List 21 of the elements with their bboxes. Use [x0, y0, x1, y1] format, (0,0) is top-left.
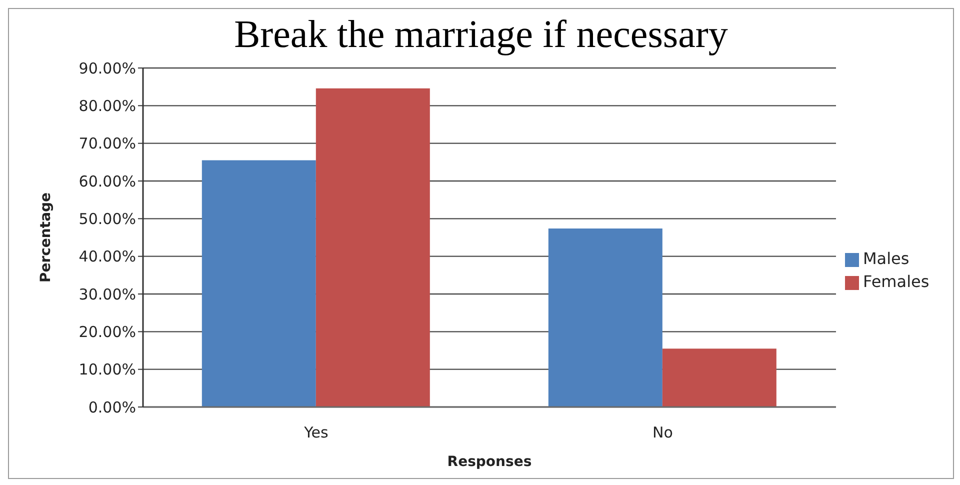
x-tick-label: Yes: [303, 424, 329, 442]
legend-label: Males: [863, 249, 910, 268]
y-tick-label: 10.00%: [78, 360, 136, 379]
y-tick-label: 20.00%: [78, 322, 136, 341]
y-tick-label: 30.00%: [78, 285, 136, 304]
bar: [202, 160, 316, 407]
bar: [316, 88, 430, 407]
bar: [662, 348, 776, 407]
bar: [548, 228, 662, 407]
y-tick-label: 60.00%: [78, 172, 136, 190]
y-tick-label: 70.00%: [78, 134, 136, 153]
y-tick-label: 90.00%: [78, 59, 136, 78]
y-tick-label: 40.00%: [78, 248, 136, 266]
y-tick-label: 50.00%: [78, 210, 136, 228]
legend-label: Females: [863, 272, 930, 291]
chart-title: Break the marriage if necessary: [233, 12, 729, 58]
x-tick-label: No: [652, 424, 673, 442]
x-axis-title: Responses: [447, 454, 532, 470]
y-tick-label: 0.00%: [88, 398, 136, 416]
y-axis-title: Percentage: [38, 192, 54, 283]
y-tick-label: 80.00%: [78, 96, 136, 115]
